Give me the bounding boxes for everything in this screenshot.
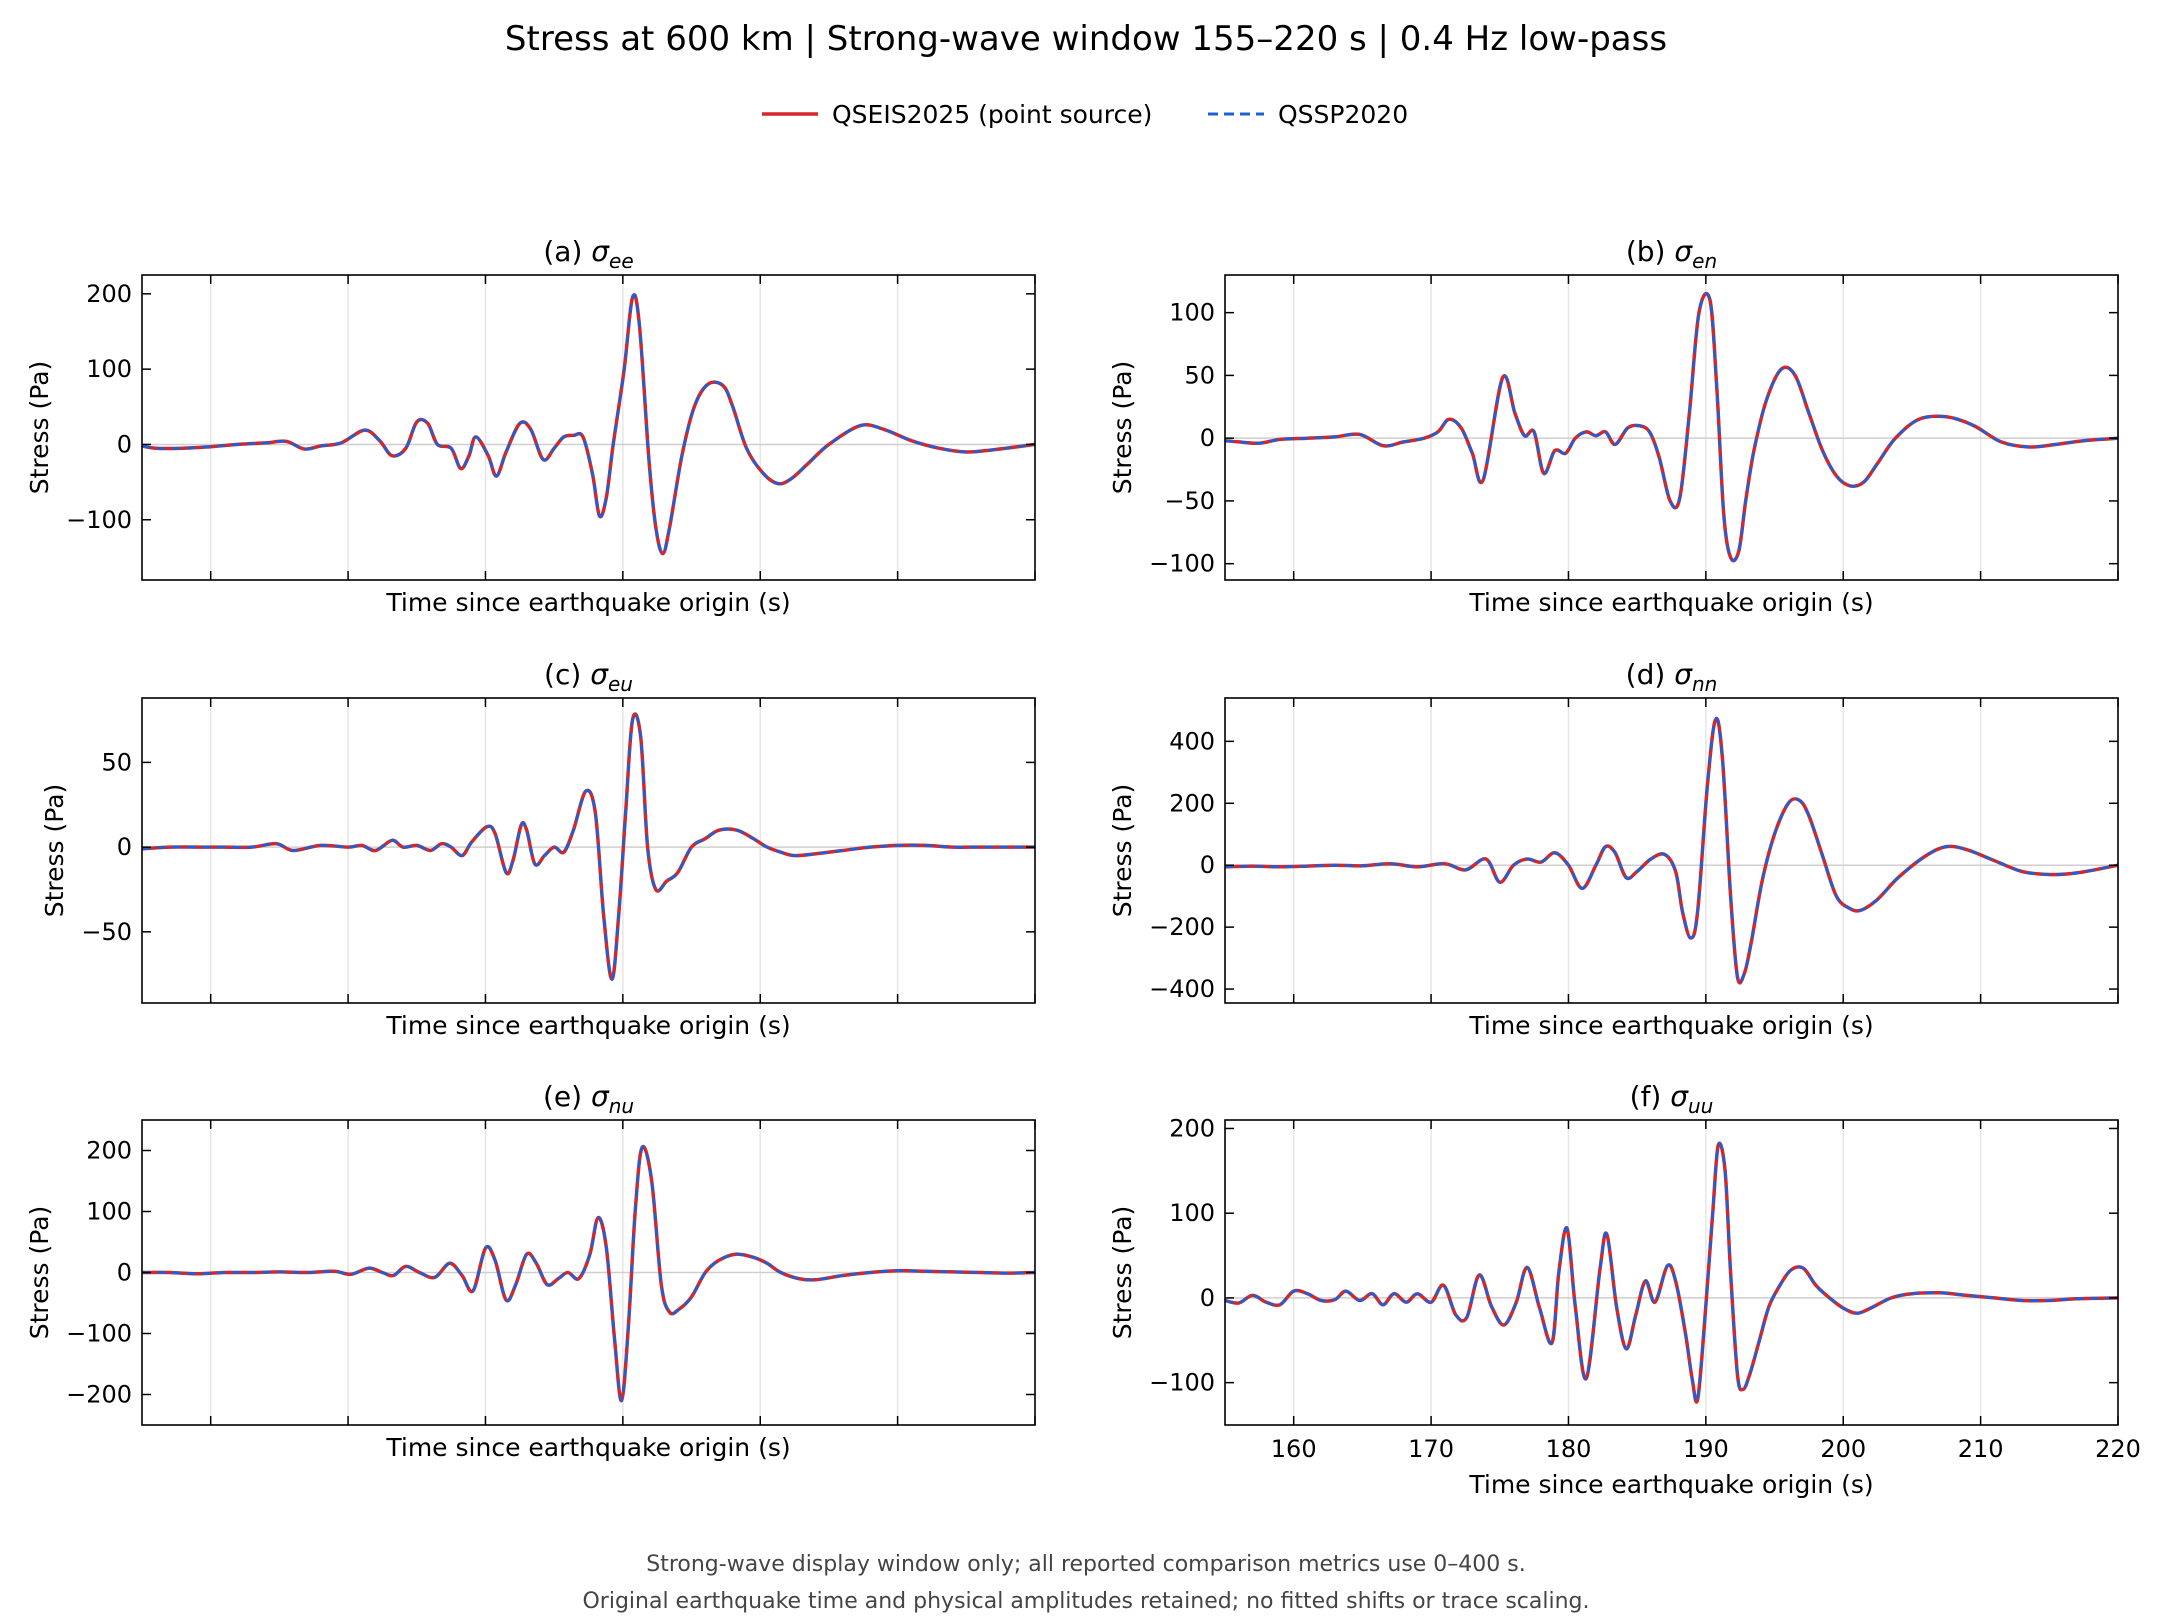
panel-title-symbol: σ [1674,658,1693,691]
panel-d: −400 −200 0 200 400 Time since earthquake ori… [1108,658,2119,1040]
y-tick-label: 100 [86,1198,132,1226]
panel-title: (b) σen [1626,235,1717,273]
panel-b: −100 −50 0 50 100 Time since earthquake origi… [1108,235,2119,617]
y-axis-label: Stress (Pa) [1108,1206,1137,1340]
series-qseis2025-line [142,1144,1035,1403]
series-qssp2020-line [1225,1142,2118,1404]
panel-c: −50 0 50 Time since earthquake origin (s) St… [40,658,1036,1040]
y-tick-label: 200 [1169,789,1215,817]
y-axis-label: Stress (Pa) [1108,361,1137,495]
panel-e: −200 −100 0 100 200 Time since earthquake ori… [25,1080,1036,1462]
panel-title-prefix: (c) [544,658,590,691]
y-tick-label: 200 [86,280,132,308]
panel-title-subscript: en [1692,249,1717,273]
x-tick-label: 170 [1408,1435,1454,1463]
panel-title: (f) σuu [1630,1080,1714,1118]
series-qssp2020-line [142,293,1035,555]
panel-title: (a) σee [543,235,633,273]
axes-frame [1224,1119,2119,1426]
y-tick-label: 200 [86,1137,132,1165]
panel-title-prefix: (f) [1630,1080,1671,1113]
series-qssp2020-line [142,712,1035,981]
y-axis-label: Stress (Pa) [1108,784,1137,918]
y-tick-label: 100 [1169,1199,1215,1227]
panel-title-subscript: nu [609,1094,634,1118]
y-tick-label: −100 [1149,1369,1215,1397]
x-axis-label: Time since earthquake origin (s) [385,1011,790,1040]
footnote-line-1: Strong-wave display window only; all rep… [646,1552,1526,1577]
y-tick-label: 50 [1184,361,1215,389]
axes-frame [1224,274,2119,581]
series-qseis2025-line [1225,291,2118,563]
y-tick-label: −200 [1149,913,1215,941]
x-axis-label: Time since earthquake origin (s) [1468,1011,1873,1040]
y-tick-label: −100 [66,1320,132,1348]
y-tick-label: 100 [86,355,132,383]
y-tick-label: −50 [81,918,132,946]
x-tick-label: 200 [1820,1435,1866,1463]
y-axis-label: Stress (Pa) [25,1206,54,1340]
y-tick-label: −100 [66,506,132,534]
x-axis-label: Time since earthquake origin (s) [385,1433,790,1462]
axes-frame [1224,697,2119,1004]
panel-title-prefix: (a) [543,235,591,268]
panels: −100 0 100 200 Time since earthquake origin … [25,235,2141,1499]
legend-label-qseis: QSEIS2025 (point source) [832,100,1152,129]
panel-title-symbol: σ [590,658,609,691]
y-axis-label: Stress (Pa) [25,361,54,495]
y-tick-label: 0 [1200,851,1215,879]
panel-title-symbol: σ [1674,235,1693,268]
panel-title: (d) σnn [1626,658,1718,696]
y-tick-label: −100 [1149,550,1215,578]
x-axis-label: Time since earthquake origin (s) [1468,1470,1873,1499]
series-qssp2020-line [1225,292,2118,562]
y-tick-label: −400 [1149,975,1215,1003]
y-tick-label: 0 [1200,1284,1215,1312]
panel-title-symbol: σ [591,1080,610,1113]
panel-title-subscript: uu [1688,1094,1713,1118]
legend-label-qssp: QSSP2020 [1278,100,1408,129]
panel-title: (c) σeu [544,658,633,696]
legend: QSEIS2025 (point source) QSSP2020 [762,100,1408,129]
y-tick-label: 50 [101,748,132,776]
panel-title-subscript: ee [609,249,634,273]
y-tick-label: 100 [1169,299,1215,327]
x-tick-label: 180 [1546,1435,1592,1463]
y-tick-label: −200 [66,1381,132,1409]
axes-frame [141,697,1036,1004]
panel-title-prefix: (b) [1626,235,1675,268]
footnote-line-2: Original earthquake time and physical am… [582,1589,1589,1614]
y-tick-label: 0 [117,833,132,861]
y-tick-label: 0 [117,1259,132,1287]
panel-a: −100 0 100 200 Time since earthquake origin … [25,235,1036,617]
x-tick-label: 160 [1271,1435,1317,1463]
x-tick-label: 220 [2095,1435,2141,1463]
series-qseis2025-line [1225,1141,2118,1404]
y-tick-label: 0 [117,430,132,458]
panel-f: 160 170 180 190 200 210 220 −100 0 100 200 Time sin… [1108,1080,2141,1499]
x-axis-label: Time since earthquake origin (s) [385,588,790,617]
y-tick-label: 200 [1169,1114,1215,1142]
x-tick-label: 190 [1683,1435,1729,1463]
x-axis-label: Time since earthquake origin (s) [1468,588,1873,617]
series-qseis2025-line [142,293,1035,556]
series-qssp2020-line [1225,717,2118,985]
y-tick-label: 0 [1200,424,1215,452]
panel-title-prefix: (e) [543,1080,591,1113]
y-tick-label: −50 [1164,487,1215,515]
panel-title-subscript: eu [608,672,633,696]
series-qseis2025-line [1225,716,2118,985]
y-tick-label: 400 [1169,727,1215,755]
panel-title: (e) σnu [543,1080,634,1118]
y-axis-label: Stress (Pa) [40,784,69,918]
x-tick-label: 210 [1958,1435,2004,1463]
series-qssp2020-line [142,1145,1035,1402]
panel-title-subscript: nn [1692,672,1717,696]
figure-title: Stress at 600 km | Strong-wave window 15… [505,19,1667,59]
panel-title-prefix: (d) [1626,658,1675,691]
panel-title-symbol: σ [591,235,610,268]
axes-frame [141,274,1036,581]
panel-title-symbol: σ [1670,1080,1689,1113]
